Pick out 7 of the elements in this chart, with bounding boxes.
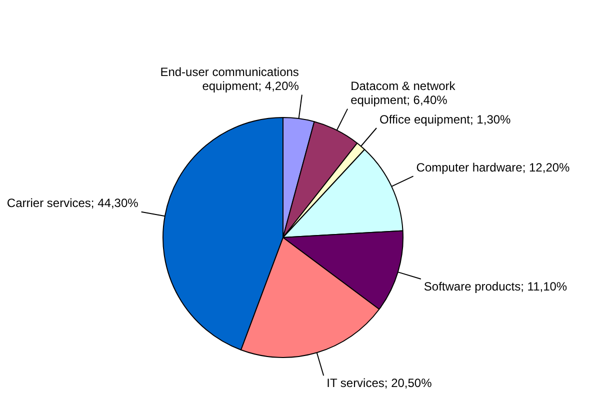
slice-label: Carrier services; 44,30% [6,196,139,210]
slice-label: Software products; 11,10% [424,279,568,294]
slice-label: Datacom & network equipment; 6,40% [350,79,456,108]
slice-label: IT services; 20,50% [326,376,432,390]
slice-label: End-user communications equipment; 4,20% [160,65,300,94]
slice-label: Computer hardware; 12,20% [416,160,570,174]
slice-label: Office equipment; 1,30% [380,112,512,126]
